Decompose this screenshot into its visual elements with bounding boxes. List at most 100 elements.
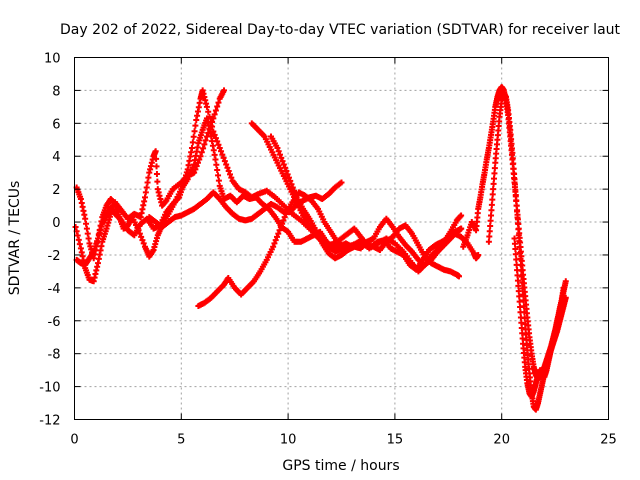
x-tick-label: 0 xyxy=(70,433,78,448)
data-point-marker xyxy=(140,240,147,247)
data-point-marker xyxy=(76,241,83,248)
data-point-marker xyxy=(75,236,82,243)
data-point-marker xyxy=(511,176,518,183)
data-point-marker xyxy=(522,326,529,333)
data-point-marker xyxy=(515,282,522,289)
x-tick-label: 20 xyxy=(493,433,510,448)
data-point-marker xyxy=(188,145,195,151)
data-point-marker xyxy=(509,155,516,162)
data-point-marker xyxy=(273,233,280,240)
data-point-marker xyxy=(291,187,298,194)
data-point-marker xyxy=(74,232,81,239)
data-point-marker xyxy=(202,137,209,144)
data-point-marker xyxy=(215,99,222,106)
y-tick-label: -4 xyxy=(48,282,61,297)
data-point-marker xyxy=(518,325,525,332)
data-point-marker xyxy=(224,164,231,171)
data-point-marker xyxy=(152,148,159,155)
data-point-marker xyxy=(489,191,496,198)
data-point-marker xyxy=(514,267,521,274)
data-point-marker xyxy=(489,196,496,203)
data-point-marker xyxy=(490,186,497,193)
data-point-marker xyxy=(511,240,518,247)
data-point-marker xyxy=(512,246,519,253)
data-point-marker xyxy=(153,170,160,177)
data-point-marker xyxy=(515,232,522,239)
x-axis-label: GPS time / hours xyxy=(282,458,399,474)
data-point-marker xyxy=(227,171,234,178)
data-point-marker xyxy=(216,145,223,151)
data-point-marker xyxy=(282,164,289,171)
data-point-marker xyxy=(276,227,283,234)
data-point-marker xyxy=(288,181,295,188)
data-point-marker xyxy=(488,201,495,208)
data-point-marker xyxy=(560,284,567,291)
data-point-marker xyxy=(213,161,220,168)
y-tick-label: -2 xyxy=(48,249,61,264)
data-point-marker xyxy=(517,314,524,321)
series-trace-8 xyxy=(426,230,482,262)
data-point-marker xyxy=(519,330,526,337)
data-point-marker xyxy=(214,138,221,145)
data-point-marker xyxy=(196,156,203,163)
data-point-marker xyxy=(219,151,226,158)
data-point-marker xyxy=(509,149,516,156)
data-point-marker xyxy=(458,225,465,232)
data-point-marker xyxy=(486,228,493,235)
data-point-marker xyxy=(280,161,287,168)
y-tick-label: 6 xyxy=(52,117,60,132)
data-point-marker xyxy=(223,161,230,168)
data-point-marker xyxy=(218,148,225,155)
data-point-marker xyxy=(192,166,199,173)
data-point-marker xyxy=(210,115,217,122)
data-point-marker xyxy=(513,197,520,204)
grid-lines xyxy=(74,57,609,420)
y-tick-label: -6 xyxy=(48,315,61,330)
data-point-marker xyxy=(511,181,518,188)
data-point-marker xyxy=(225,168,232,175)
data-point-marker xyxy=(517,249,524,256)
x-tick-label: 15 xyxy=(387,433,404,448)
x-tick-label: 10 xyxy=(280,433,297,448)
chart-title: Day 202 of 2022, Sidereal Day-to-day VTE… xyxy=(60,22,621,38)
data-point-marker xyxy=(283,168,290,175)
data-point-marker xyxy=(214,167,221,174)
data-point-marker xyxy=(153,155,160,162)
data-point-marker xyxy=(138,233,145,240)
data-point-marker xyxy=(272,237,279,244)
y-tick-label: -10 xyxy=(39,381,60,396)
data-point-marker xyxy=(279,158,286,165)
data-point-marker xyxy=(190,133,197,140)
data-point-marker xyxy=(514,272,521,279)
data-point-marker xyxy=(281,214,288,221)
data-point-marker xyxy=(486,233,493,240)
data-point-marker xyxy=(562,278,569,285)
data-point-marker xyxy=(203,103,210,110)
data-point-marker xyxy=(197,153,204,160)
data-point-marker xyxy=(270,243,277,250)
data-point-marker xyxy=(491,170,498,177)
data-point-marker xyxy=(203,133,210,140)
data-point-marker xyxy=(511,235,518,242)
data-point-marker xyxy=(520,297,527,304)
data-point-marker xyxy=(513,256,520,263)
data-point-marker xyxy=(211,111,218,118)
data-point-marker xyxy=(512,251,519,258)
data-point-marker xyxy=(491,175,498,182)
data-point-marker xyxy=(516,244,523,251)
data-point-marker xyxy=(523,331,530,338)
x-tick-label: 25 xyxy=(600,433,617,448)
y-tick-label: -8 xyxy=(48,348,61,363)
x-tick-label: 5 xyxy=(177,433,185,448)
data-point-marker xyxy=(212,156,219,163)
data-point-marker xyxy=(221,87,228,94)
data-point-marker xyxy=(285,174,292,181)
data-point-marker xyxy=(211,131,218,138)
series-trace-5 xyxy=(195,189,347,309)
data-point-marker xyxy=(490,180,497,187)
data-point-marker xyxy=(275,148,282,155)
series-trace-7 xyxy=(268,133,465,268)
data-point-marker xyxy=(516,238,523,245)
data-point-marker xyxy=(511,170,518,177)
data-point-marker xyxy=(517,309,524,316)
